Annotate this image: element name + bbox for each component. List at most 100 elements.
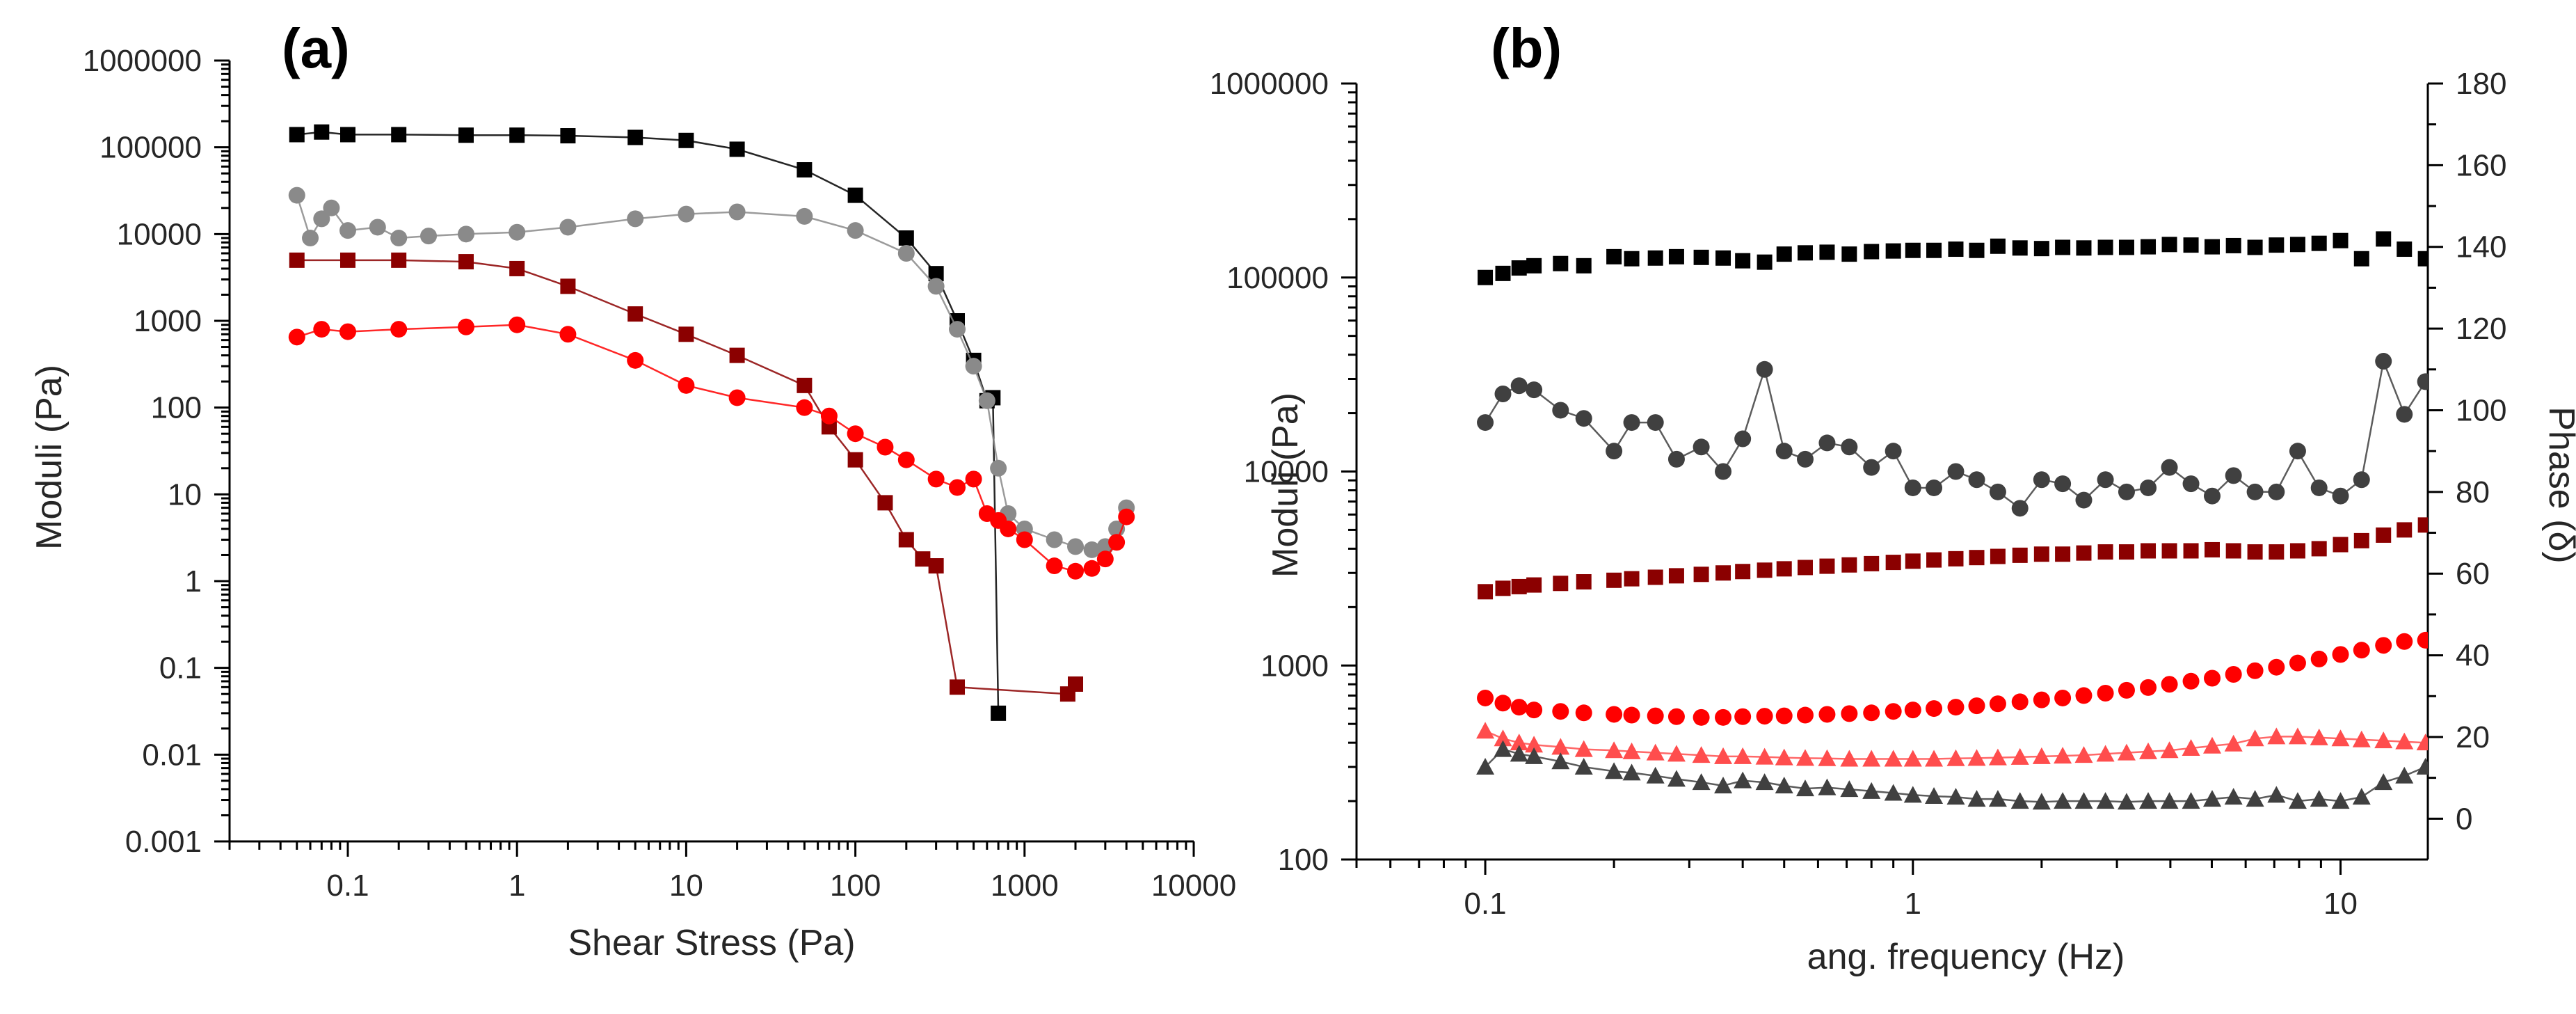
panel-a-series-1-point (1067, 538, 1085, 555)
panel-b-series-0-point (1668, 248, 1684, 264)
panel-b-series-0-point (2118, 239, 2134, 255)
panel-b-series-1-point (2417, 373, 2428, 390)
panel-b-series-1-point (2310, 479, 2328, 496)
panel-b-series-1-point (2118, 483, 2135, 500)
panel-b-series-5-point (1884, 784, 1903, 801)
panel-a-series-1-point (288, 187, 305, 204)
panel-a-x-tick-label: 10000 (1151, 869, 1236, 903)
panel-b-series-1-point (1775, 443, 1793, 460)
panel-a-series-2-point (915, 551, 931, 567)
panel-b-series-5-point (2032, 793, 2051, 810)
panel-b-series-1-point (1947, 463, 1965, 480)
panel-b-series-1-point (2375, 353, 2392, 370)
panel-a-series-3-point (559, 326, 577, 343)
panel-b-series-2-point (2397, 522, 2413, 538)
panel-b-series-5-point (2054, 792, 2072, 809)
panel-b-series-0-point (2183, 237, 2199, 253)
panel-a-series-1-point (369, 219, 386, 236)
panel-b-y-tick-label: 100 (1278, 843, 1329, 877)
panel-b-series-3-point (1947, 699, 1965, 716)
panel-b-series-2-point (1668, 568, 1684, 584)
panel-b-series-3-point (1693, 708, 1710, 726)
panel-b-series-4-point (2267, 727, 2286, 745)
panel-a-x-axis-title: Shear Stress (Pa) (568, 923, 855, 963)
panel-b-series-0-point (2289, 237, 2305, 253)
panel-a-x-tick-label: 1 (509, 869, 525, 903)
panel-a-series-0-point (678, 132, 694, 148)
panel-a-series-2-point (289, 252, 305, 268)
panel-b-series-3-point (2396, 633, 2413, 650)
panel-b-series-4-point (1551, 738, 1570, 755)
panel-a-series-3-point (796, 399, 813, 416)
panel-b-series-3-point (2332, 646, 2349, 663)
panel-a-series-3-point (457, 318, 474, 335)
panel-a-series-1-point (796, 207, 813, 225)
panel-b-series-0-point (1647, 250, 1663, 266)
panel-a-series-3-point (678, 377, 695, 394)
panel-b-series-3-point (2097, 685, 2114, 702)
panel-a-series-1-point (927, 278, 945, 295)
panel-a-series-1-point (847, 222, 864, 239)
panel-b-series-4-point (2395, 732, 2414, 750)
panel-b-series-1-point (1575, 410, 1592, 427)
panel-b-series-1-point (2011, 500, 2029, 517)
panel-a-series-3-point (1118, 508, 1135, 525)
panel-a-series-1-point (990, 459, 1007, 477)
panel-b-x-tick-label: 10 (2323, 887, 2358, 921)
panel-b-series-1-point (1818, 434, 1836, 452)
panel-b-series-5-point (2074, 792, 2093, 809)
panel-b-series-0-point (1990, 238, 2006, 254)
panel-a-series-2-point (391, 252, 407, 268)
panel-b-series-3-point (2054, 689, 2072, 706)
panel-a-series-3-point (927, 470, 945, 488)
panel-b-series-5-point (2267, 786, 2286, 803)
panel-b-series-2-point (2012, 547, 2028, 563)
panel-b-series-4-point (1622, 742, 1641, 759)
panel-b-series-1-point (1477, 414, 1494, 431)
panel-b-series-3-point (1715, 708, 1732, 726)
panel-b-series-5-point (2352, 788, 2371, 805)
panel-a-series-1-point (965, 358, 982, 375)
panel-b-series-4-point (2331, 729, 2350, 747)
panel-a-series-2-point (458, 254, 474, 270)
panel-b-series-5-point (1525, 747, 1544, 764)
panel-b-series-3-point (2268, 658, 2285, 676)
panel-b-series-3-point (2225, 666, 2242, 683)
panel-b-series-5-point (1622, 763, 1641, 781)
panel-b-series-0 (1478, 231, 2428, 285)
panel-b-series-2-point (1864, 555, 1880, 571)
panel-b-x-tick-label: 1 (1905, 887, 1921, 921)
panel-b-series-4-point (2074, 746, 2093, 763)
panel-b-series-5-point (2310, 790, 2328, 807)
panel-b-series-1-point (1510, 377, 1528, 395)
panel-a-series-3-point (847, 425, 864, 443)
panel-a-series-1-point (978, 392, 995, 409)
panel-b-y-tick-label: 100000 (1226, 261, 1329, 295)
panel-b-series-0-point (2033, 241, 2049, 257)
panel-a-series-0-point (314, 124, 330, 140)
panel-b-series-2-point (1926, 552, 1942, 568)
panel-a-series-1-point (323, 199, 340, 216)
panel-a-y-tick-label: 100000 (99, 131, 202, 165)
panel-b-series-2-point (1511, 578, 1527, 594)
panel-a: (a) Shear Stress (Pa) Moduli (Pa) 0.1 1 10… (29, 17, 1236, 963)
panel-b-x-axis-title: ang. frequency (Hz) (1807, 937, 2125, 977)
panel-b-series-5-point (2117, 793, 2136, 810)
panel-b-series-3-point (1526, 702, 1543, 719)
panel-b-series-0-point (1948, 241, 1964, 258)
panel-b-series-4-point (1525, 736, 1544, 753)
panel-b-series-5-point (1667, 770, 1686, 787)
panel-b-series-0-point (1885, 243, 1901, 259)
panel-b-series-1-point (2289, 443, 2306, 460)
panel-a-x-tick-label: 10 (669, 869, 703, 903)
panel-b-series-4-point (1734, 747, 1752, 764)
panel-a-y-tick-label: 10 (168, 477, 202, 512)
panel-b-series-0-point (1735, 253, 1751, 269)
panel-b-series-5-point (2395, 766, 2414, 784)
panel-a-series-1-point (457, 225, 474, 243)
panel-b-series-1-point (1693, 438, 1710, 456)
panel-b-series-2-point (2333, 537, 2349, 553)
panel-b-series-5-point (1646, 766, 1665, 784)
panel-b-series-4-point (1946, 749, 1965, 766)
